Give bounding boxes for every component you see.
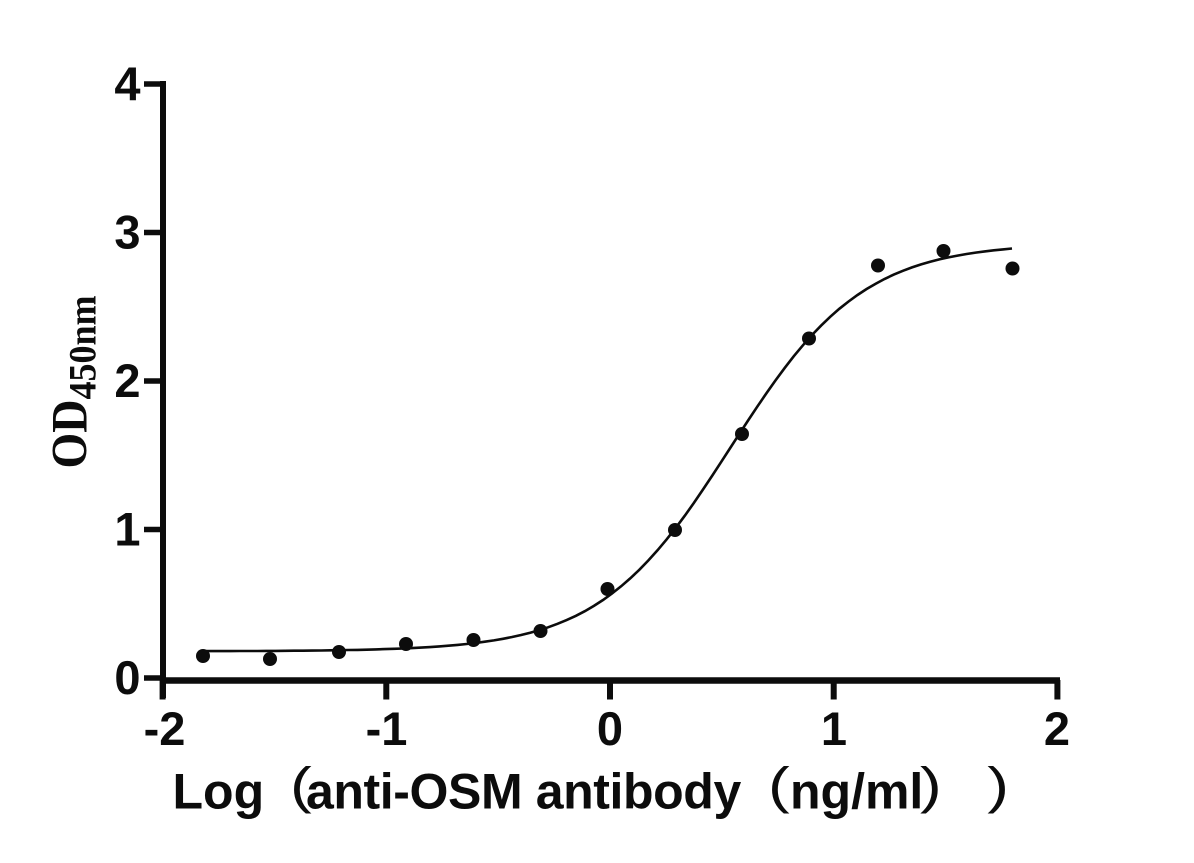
svg-text:4: 4: [114, 57, 140, 110]
svg-text:): ): [920, 758, 942, 815]
svg-text:1: 1: [114, 503, 140, 556]
svg-text:(: (: [290, 758, 312, 815]
svg-text:2: 2: [114, 354, 140, 407]
svg-text:): ): [987, 758, 1009, 815]
svg-text:ng/ml: ng/ml: [790, 764, 923, 820]
svg-text:-2: -2: [144, 702, 186, 755]
svg-text:OD450nm: OD450nm: [43, 296, 105, 469]
svg-text:-1: -1: [366, 702, 408, 755]
svg-text:Log: Log: [173, 764, 265, 820]
svg-text:0: 0: [597, 702, 623, 755]
svg-text:2: 2: [1044, 702, 1070, 755]
svg-text:anti-OSM antibody: anti-OSM antibody: [306, 764, 741, 820]
svg-text:1: 1: [821, 702, 847, 755]
svg-text:(: (: [768, 758, 790, 815]
svg-text:0: 0: [114, 651, 140, 704]
svg-text:3: 3: [114, 206, 140, 259]
